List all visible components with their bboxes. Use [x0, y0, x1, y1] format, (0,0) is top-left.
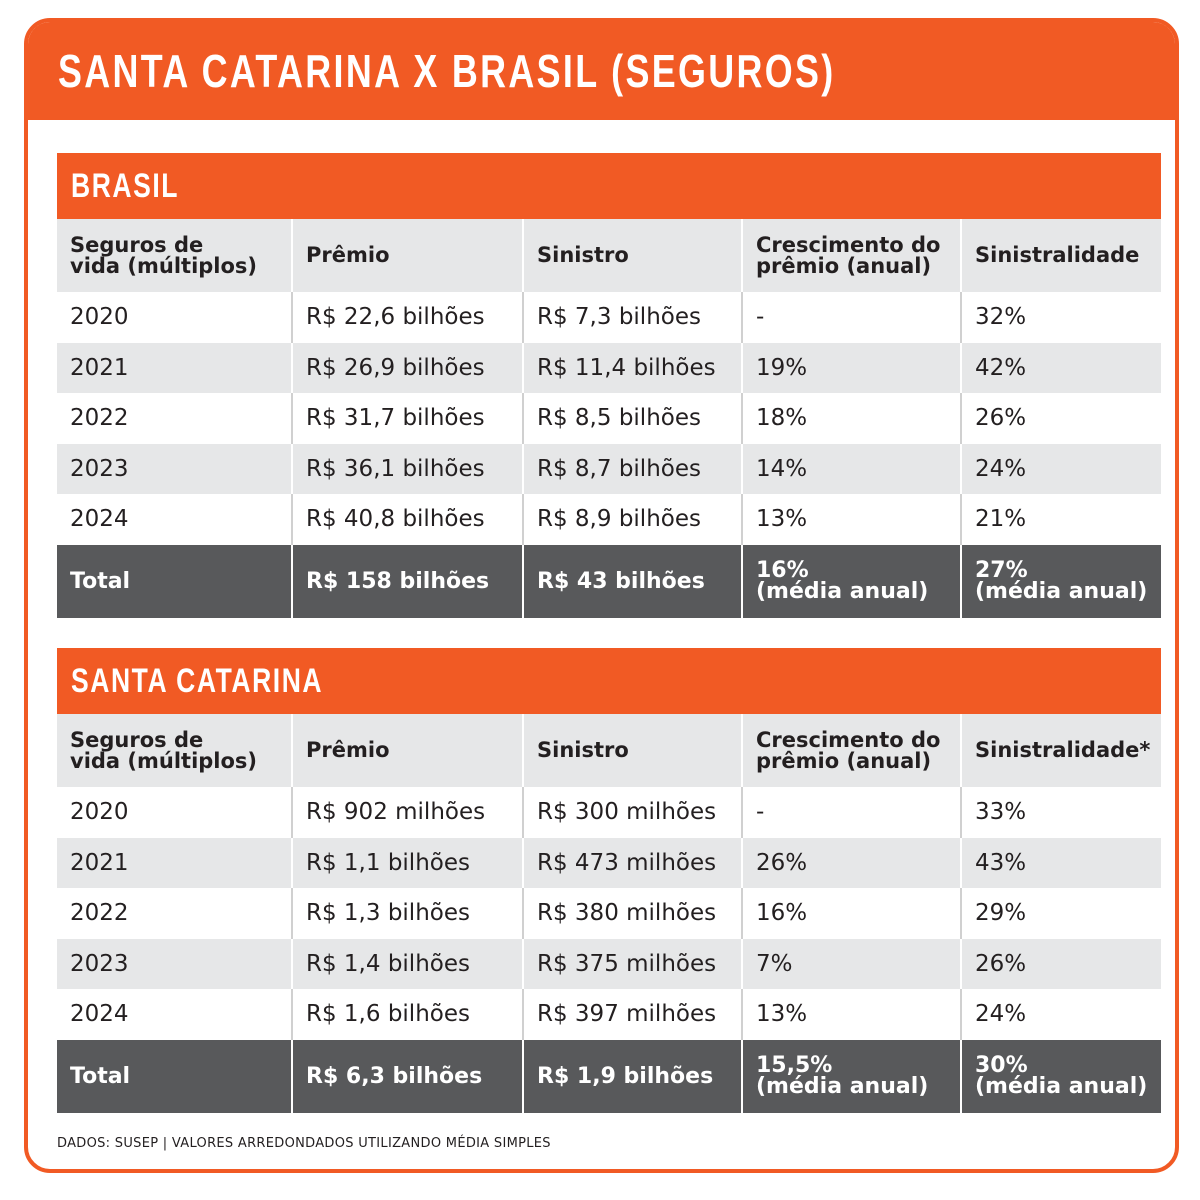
table-cell: 42%	[960, 342, 1161, 393]
table-row: 2024 R$ 40,8 bilhões R$ 8,9 bilhões 13% 21%	[57, 494, 1161, 545]
total-cell: R$ 158 bilhões	[291, 544, 523, 618]
table-row: 2023 R$ 1,4 bilhões R$ 375 milhões 7% 26%	[57, 938, 1161, 989]
table-cell: R$ 1,6 bilhões	[291, 989, 523, 1040]
table-brasil: Seguros de vida (múltiplos) Prêmio Sinistro…	[57, 219, 1161, 618]
table-cell: 13%	[741, 494, 961, 545]
table-row: 2020 R$ 22,6 bilhões R$ 7,3 bilhões -32%	[57, 292, 1161, 343]
table-row: 2021 R$ 26,9 bilhões R$ 11,4 bilhões 19% 42%	[57, 342, 1161, 393]
table-cell: 2021	[57, 342, 292, 393]
table-cell: R$ 1,3 bilhões	[291, 888, 523, 939]
column-header: Crescimento do prêmio (anual)	[741, 714, 961, 787]
table-header-row: Seguros de vida (múltiplos) Prêmio Sinistro…	[57, 219, 1161, 292]
table-cell: R$ 8,5 bilhões	[522, 393, 742, 444]
column-header: Sinistro	[522, 714, 742, 787]
table-cell: 2020	[57, 292, 292, 343]
table-cell: 2022	[57, 888, 292, 939]
table-cell: R$ 26,9 bilhões	[291, 342, 523, 393]
section-header-brasil: BRASIL	[57, 153, 1161, 219]
table-cell: 19%	[741, 342, 961, 393]
table-cell: 2020	[57, 787, 292, 838]
table-cell: R$ 8,9 bilhões	[522, 494, 742, 545]
table-row: 2024 R$ 1,6 bilhões R$ 397 milhões 13% 24%	[57, 989, 1161, 1040]
column-header: Crescimento do prêmio (anual)	[741, 219, 961, 292]
table-cell: 24%	[960, 443, 1161, 494]
table-cell: R$ 397 milhões	[522, 989, 742, 1040]
table-cell: R$ 7,3 bilhões	[522, 292, 742, 343]
table-cell: R$ 22,6 bilhões	[291, 292, 523, 343]
table-row: 2022 R$ 1,3 bilhões R$ 380 milhões 16% 29%	[57, 888, 1161, 939]
table-cell: 26%	[741, 837, 961, 888]
table-total-row: Total R$ 6,3 bilhões R$ 1,9 bilhões 15,5% (m…	[57, 1039, 1161, 1113]
title-bar: SANTA CATARINA X BRASIL (SEGUROS)	[28, 22, 1175, 120]
table-cell: 32%	[960, 292, 1161, 343]
total-cell: 16% (média anual)	[741, 544, 961, 618]
column-header: Prêmio	[291, 219, 523, 292]
table-cell: 43%	[960, 837, 1161, 888]
table-cell: 26%	[960, 393, 1161, 444]
total-cell: Total	[57, 1039, 292, 1113]
table-cell: 26%	[960, 938, 1161, 989]
table-cell: 2024	[57, 989, 292, 1040]
table-cell: 24%	[960, 989, 1161, 1040]
table-cell: 13%	[741, 989, 961, 1040]
table-total-row: Total R$ 158 bilhões R$ 43 bilhões 16% (médi…	[57, 544, 1161, 618]
section-title-santa-catarina: SANTA CATARINA	[71, 662, 324, 700]
column-header: Sinistralidade	[960, 219, 1161, 292]
total-cell: R$ 43 bilhões	[522, 544, 742, 618]
table-row: 2021 R$ 1,1 bilhões R$ 473 milhões 26% 43%	[57, 837, 1161, 888]
table-cell: R$ 1,1 bilhões	[291, 837, 523, 888]
section-title-brasil: BRASIL	[71, 167, 180, 205]
column-header: Sinistro	[522, 219, 742, 292]
section-brasil: BRASIL Seguros de vida (múltiplos) Prêmio S…	[57, 153, 1161, 618]
source-footnote: DADOS: SUSEP | VALORES ARREDONDADOS UTIL…	[57, 1136, 551, 1151]
column-header: Seguros de vida (múltiplos)	[57, 714, 292, 787]
table-cell: -	[741, 292, 961, 343]
table-cell: 2023	[57, 938, 292, 989]
table-cell: 33%	[960, 787, 1161, 838]
table-santa-catarina: Seguros de vida (múltiplos) Prêmio Sinistro…	[57, 714, 1161, 1113]
table-row: 2020 R$ 902 milhões R$ 300 milhões -33%	[57, 787, 1161, 838]
column-header: Sinistralidade*	[960, 714, 1161, 787]
section-header-santa-catarina: SANTA CATARINA	[57, 648, 1161, 714]
infographic-card: SANTA CATARINA X BRASIL (SEGUROS) BRASIL…	[24, 18, 1179, 1173]
table-cell: R$ 8,7 bilhões	[522, 443, 742, 494]
total-cell: 15,5% (média anual)	[741, 1039, 961, 1113]
table-cell: 2022	[57, 393, 292, 444]
table-row: 2023 R$ 36,1 bilhões R$ 8,7 bilhões 14% 24%	[57, 443, 1161, 494]
table-cell: R$ 375 milhões	[522, 938, 742, 989]
table-cell: 7%	[741, 938, 961, 989]
total-cell: Total	[57, 544, 292, 618]
total-cell: 30% (média anual)	[960, 1039, 1161, 1113]
page-title: SANTA CATARINA X BRASIL (SEGUROS)	[58, 45, 836, 97]
table-cell: 14%	[741, 443, 961, 494]
table-cell: 2023	[57, 443, 292, 494]
table-cell: 2021	[57, 837, 292, 888]
table-cell: 21%	[960, 494, 1161, 545]
total-cell: 27% (média anual)	[960, 544, 1161, 618]
table-cell: R$ 1,4 bilhões	[291, 938, 523, 989]
table-cell: R$ 31,7 bilhões	[291, 393, 523, 444]
total-cell: R$ 1,9 bilhões	[522, 1039, 742, 1113]
table-cell: 16%	[741, 888, 961, 939]
table-cell: -	[741, 787, 961, 838]
table-cell: R$ 380 milhões	[522, 888, 742, 939]
table-cell: R$ 473 milhões	[522, 837, 742, 888]
table-cell: R$ 300 milhões	[522, 787, 742, 838]
table-cell: 2024	[57, 494, 292, 545]
table-cell: R$ 11,4 bilhões	[522, 342, 742, 393]
table-cell: R$ 36,1 bilhões	[291, 443, 523, 494]
table-cell: R$ 40,8 bilhões	[291, 494, 523, 545]
table-cell: R$ 902 milhões	[291, 787, 523, 838]
table-header-row: Seguros de vida (múltiplos) Prêmio Sinistro…	[57, 714, 1161, 787]
total-cell: R$ 6,3 bilhões	[291, 1039, 523, 1113]
section-santa-catarina: SANTA CATARINA Seguros de vida (múltiplos…	[57, 648, 1161, 1113]
table-cell: 18%	[741, 393, 961, 444]
table-row: 2022 R$ 31,7 bilhões R$ 8,5 bilhões 18% 26%	[57, 393, 1161, 444]
table-cell: 29%	[960, 888, 1161, 939]
column-header: Prêmio	[291, 714, 523, 787]
column-header: Seguros de vida (múltiplos)	[57, 219, 292, 292]
